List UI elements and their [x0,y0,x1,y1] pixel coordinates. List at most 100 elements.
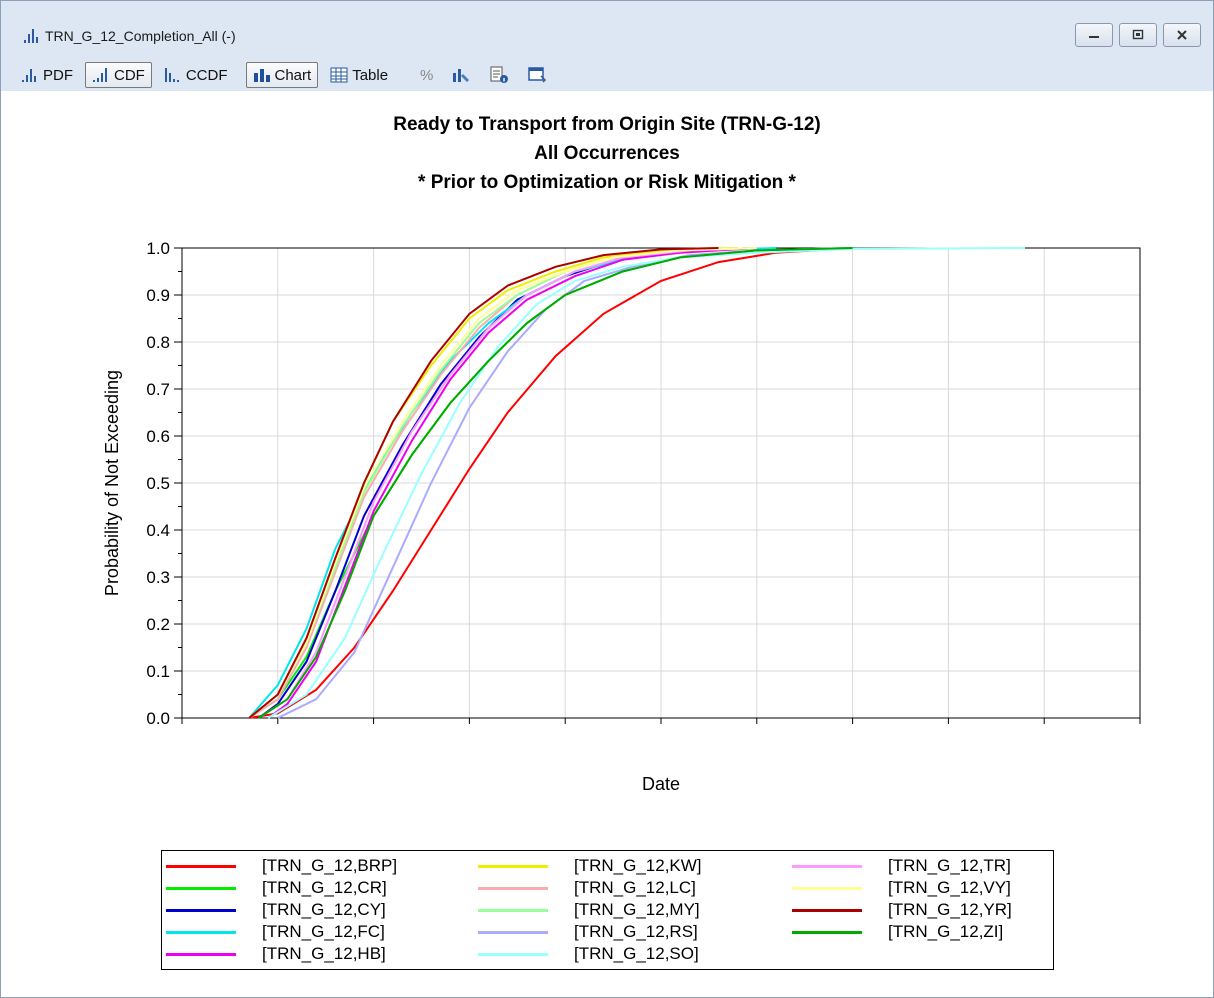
legend-item: [TRN_G_12,TR] [792,855,1011,877]
cdf-icon [93,68,107,82]
legend-swatch [166,908,236,912]
y-tick-label: 0.5 [146,474,170,493]
legend: [TRN_G_12,BRP] [TRN_G_12,CR] [TRN_G_12,CY]… [161,850,1054,970]
legend-swatch [478,864,548,868]
minimize-icon [1089,36,1099,38]
ccdf-label: CCDF [185,66,228,84]
y-axis-label: Probability of Not Exceeding [102,370,122,596]
series-line [267,247,1026,719]
y-tick-label: 0.9 [146,286,170,305]
chart-label: Chart [274,66,312,84]
ccdf-icon [164,68,179,82]
series-line [248,247,853,719]
close-icon [1177,30,1187,40]
chart-subtitle-2: * Prior to Optimization or Risk Mitigati… [418,172,796,193]
legend-item: [TRN_G_12,VY] [792,877,1011,899]
legend-item: [TRN_G_12,MY] [478,899,700,921]
legend-swatch [166,886,236,890]
chart-settings-icon [453,69,470,82]
y-tick-label: 0.3 [146,568,170,587]
pdf-icon [22,69,36,82]
legend-item: [TRN_G_12,FC] [166,921,385,943]
legend-item: [TRN_G_12,CR] [166,877,387,899]
series-line [277,247,853,719]
report-info-icon [490,66,509,83]
title-bar: TRN_G_12_Completion_All (-) [1,1,1213,59]
y-tick-label: 0.4 [146,521,170,540]
series-line [248,247,757,719]
legend-label: [TRN_G_12,CY] [262,900,386,919]
legend-swatch [478,908,548,912]
close-button[interactable] [1163,23,1201,47]
y-tick-label: 0.7 [146,380,170,399]
export-window-button[interactable] [521,62,553,88]
legend-item: [TRN_G_12,CY] [166,899,386,921]
y-tick-label: 1.0 [146,239,170,258]
legend-swatch [166,930,236,934]
legend-label: [TRN_G_12,SO] [574,944,699,963]
table-icon [330,67,348,83]
restore-button[interactable] [1119,23,1157,47]
legend-label: [TRN_G_12,LC] [574,878,696,897]
y-tick-label: 0.6 [146,427,170,446]
legend-swatch [478,952,548,956]
series-line [258,247,853,719]
window-title: TRN_G_12_Completion_All (-) [45,28,236,44]
report-info-button[interactable] [483,62,515,88]
plot-area [1,91,1213,997]
legend-label: [TRN_G_12,FC] [262,922,385,941]
legend-label: [TRN_G_12,BRP] [262,856,398,875]
legend-label: [TRN_G_12,ZI] [888,922,1004,941]
chart-title: Ready to Transport from Origin Site (TRN… [393,114,821,135]
legend-swatch [792,864,862,868]
minimize-button[interactable] [1075,23,1113,47]
percent-label: % [420,66,434,84]
legend-label: [TRN_G_12,TR] [888,856,1011,875]
legend-label: [TRN_G_12,KW] [574,856,702,875]
cdf-button[interactable]: CDF [85,62,152,88]
table-label: Table [352,66,389,84]
legend-label: [TRN_G_12,HB] [262,944,386,963]
legend-item: [TRN_G_12,LC] [478,877,696,899]
legend-swatch [792,930,862,934]
y-tick-label: 0.0 [146,709,170,728]
legend-label: [TRN_G_12,VY] [888,878,1011,897]
window-title-row: TRN_G_12_Completion_All (-) [23,25,236,47]
legend-swatch [478,886,548,890]
legend-swatch [166,952,236,956]
chart-subtitle-1: All Occurrences [534,143,680,164]
legend-label: [TRN_G_12,MY] [574,900,700,919]
y-tick-label: 0.1 [146,662,170,681]
chart-view-button[interactable]: Chart [245,62,319,88]
legend-label: [TRN_G_12,YR] [888,900,1012,919]
pdf-label: PDF [43,66,73,84]
legend-swatch [792,886,862,890]
legend-item: [TRN_G_12,SO] [478,943,699,965]
x-axis-label: Date [642,774,680,794]
chart-settings-button[interactable] [445,62,477,88]
window-controls [1075,23,1201,47]
legend-swatch [478,930,548,934]
legend-item: [TRN_G_12,HB] [166,943,386,965]
y-tick-label: 0.2 [146,615,170,634]
legend-label: [TRN_G_12,RS] [574,922,698,941]
toolbar: PDF CDF CCDF Chart Table % [1,59,1213,91]
restore-icon [1132,29,1144,40]
histogram-icon [23,28,39,44]
ccdf-button[interactable]: CCDF [158,62,234,88]
pdf-button[interactable]: PDF [15,62,79,88]
series-line [267,247,757,719]
legend-item: [TRN_G_12,KW] [478,855,702,877]
window-export-icon [528,67,547,83]
legend-swatch [166,864,236,868]
series-line [248,247,719,719]
y-tick-label: 0.8 [146,333,170,352]
percent-button[interactable]: % [414,62,439,88]
bar-chart-icon [253,69,270,82]
legend-item: [TRN_G_12,RS] [478,921,698,943]
legend-item: [TRN_G_12,ZI] [792,921,1003,943]
legend-item: [TRN_G_12,BRP] [166,855,397,877]
table-view-button[interactable]: Table [324,62,394,88]
